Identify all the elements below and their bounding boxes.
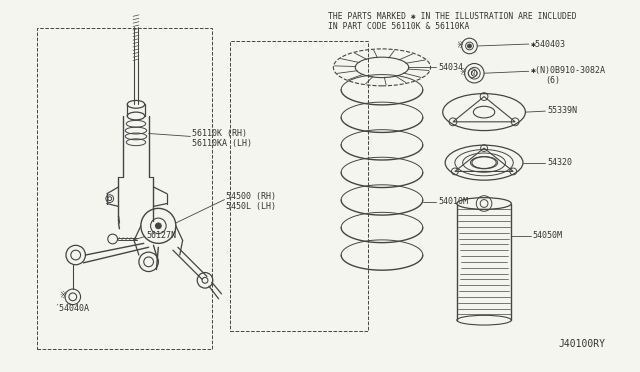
Text: IN PART CODE 56110K & 56110KA: IN PART CODE 56110K & 56110KA bbox=[328, 22, 470, 31]
Text: 56110KA (LH): 56110KA (LH) bbox=[193, 139, 252, 148]
Text: 56127N: 56127N bbox=[147, 231, 177, 240]
Text: ※: ※ bbox=[460, 68, 466, 77]
Text: 5450L (LH): 5450L (LH) bbox=[227, 202, 276, 211]
Bar bbox=[37, 29, 212, 349]
Text: 54034: 54034 bbox=[438, 63, 463, 72]
Text: 54010M: 54010M bbox=[438, 197, 468, 206]
Text: ※: ※ bbox=[456, 41, 463, 49]
Text: J40100RY: J40100RY bbox=[559, 339, 605, 349]
Text: ′54040A: ′54040A bbox=[54, 304, 90, 313]
Text: 56110K (RH): 56110K (RH) bbox=[193, 129, 248, 138]
Text: 55339N: 55339N bbox=[547, 106, 577, 115]
Bar bbox=[230, 41, 369, 331]
Text: (6): (6) bbox=[545, 76, 560, 84]
Text: ✱540403: ✱540403 bbox=[531, 39, 566, 48]
Text: N: N bbox=[470, 71, 474, 76]
Text: 54050M: 54050M bbox=[532, 231, 563, 240]
Text: 54320: 54320 bbox=[547, 158, 572, 167]
Text: 54500 (RH): 54500 (RH) bbox=[227, 192, 276, 201]
Circle shape bbox=[156, 223, 161, 229]
Text: THE PARTS MARKED ✱ IN THE ILLUSTRATION ARE INCLUDED: THE PARTS MARKED ✱ IN THE ILLUSTRATION A… bbox=[328, 12, 577, 21]
Text: ※: ※ bbox=[60, 291, 67, 300]
Text: ✱(N)0B910-3082A: ✱(N)0B910-3082A bbox=[531, 66, 605, 75]
Circle shape bbox=[468, 44, 472, 48]
